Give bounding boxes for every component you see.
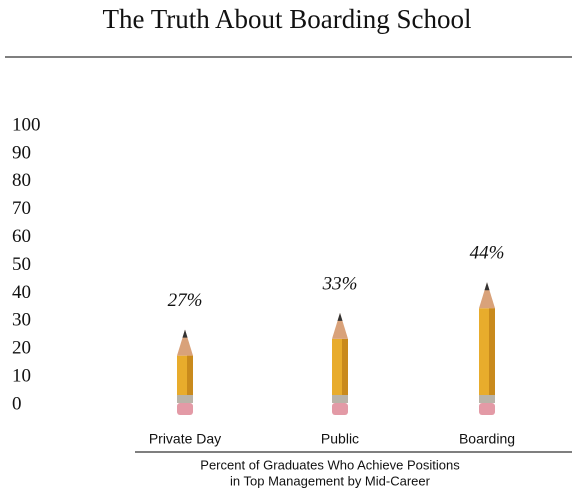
x-tick-label: Boarding [459, 431, 515, 447]
pencil-ferrule [332, 395, 348, 403]
y-tick-label: 40 [12, 282, 31, 303]
y-tick-label: 80 [12, 170, 31, 191]
y-tick-label: 90 [12, 142, 31, 163]
y-tick-label: 20 [12, 338, 31, 359]
pencil [479, 282, 495, 415]
x-tick-label: Public [321, 431, 359, 447]
y-tick-label: 50 [12, 254, 31, 275]
y-tick-label: 10 [12, 365, 31, 386]
pencil-body-shade [187, 355, 193, 395]
pencil-cone [177, 329, 193, 356]
pencil-lead [484, 282, 490, 291]
y-tick-label: 0 [12, 393, 22, 414]
pencil-eraser [332, 403, 348, 415]
pencil-body-shade [342, 338, 348, 395]
x-tick-label: Private Day [149, 431, 221, 447]
pencil-cone [479, 282, 495, 309]
pencil-ferrule [479, 395, 495, 403]
data-label: 27% [168, 290, 203, 311]
data-label: 44% [470, 243, 505, 264]
y-tick-label: 70 [12, 198, 31, 219]
pencil [177, 329, 193, 415]
pencil [332, 312, 348, 415]
pencil-body-shade [489, 308, 495, 395]
pencil-lead [182, 329, 188, 338]
x-axis-label: in Top Management by Mid-Career [230, 473, 431, 488]
y-tick-label: 60 [12, 226, 31, 247]
x-axis-label: Percent of Graduates Who Achieve Positio… [200, 457, 460, 472]
pencil-lead [337, 312, 343, 321]
pencil-cone [332, 312, 348, 339]
pencil-eraser [479, 403, 495, 415]
data-label: 33% [322, 273, 358, 294]
pencil-eraser [177, 403, 193, 415]
y-tick-label: 30 [12, 310, 31, 331]
pencil-ferrule [177, 395, 193, 403]
y-tick-label: 100 [12, 114, 41, 135]
chart-title: The Truth About Boarding School [102, 4, 471, 34]
